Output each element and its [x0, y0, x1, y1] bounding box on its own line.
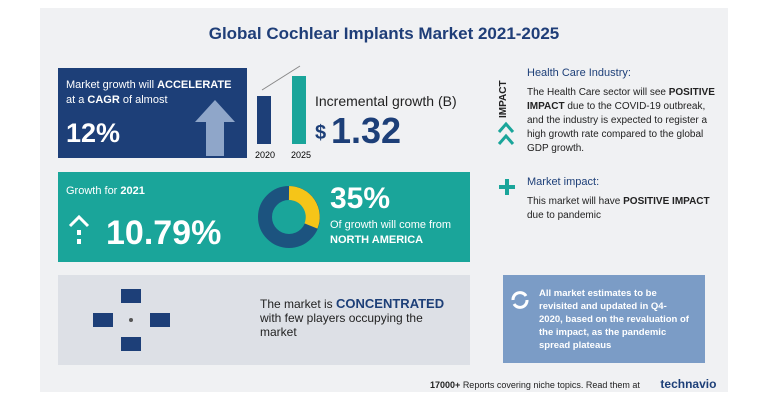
strong: CONCENTRATED [336, 296, 445, 311]
text: at a [66, 94, 85, 106]
text: The market is [260, 297, 333, 311]
currency: $ [315, 122, 327, 144]
plus-icon [499, 179, 515, 195]
strong: POSITIVE IMPACT [623, 196, 710, 207]
text: The Health Care sector will see [527, 87, 666, 98]
region-name: NORTH AMERICA [330, 234, 424, 246]
text: Growth for [66, 185, 118, 197]
incremental-label: Incremental growth (B) [315, 93, 457, 109]
concentration-text: The market is CONCENTRATED with few play… [260, 296, 460, 340]
text: with few players occupying the market [260, 311, 423, 339]
text: Market growth will [66, 79, 155, 91]
region-value: 35% [330, 182, 391, 215]
growth-value: 10.79% [106, 214, 222, 252]
note-box: All market estimates to be revisited and… [503, 275, 705, 363]
cagr-box: Market growth will ACCELERATE at a CAGR … [58, 68, 247, 158]
donut-icon [258, 186, 320, 248]
footer: 17000+ Reports covering niche topics. Re… [430, 377, 716, 391]
text: This market will have [527, 196, 621, 207]
footer-text: Reports covering niche topics. Read them… [462, 380, 640, 390]
cagr-text: Market growth will ACCELERATE at a CAGR … [66, 78, 246, 108]
refresh-icon [511, 291, 529, 309]
up-icon [68, 214, 90, 244]
impact-tag-wrap: IMPACT [498, 70, 512, 120]
bar-icon [257, 65, 306, 144]
cagr-value: 12% [66, 118, 121, 148]
impact-tag: IMPACT [498, 80, 509, 118]
chevron-icon [497, 121, 515, 145]
year: 2021 [120, 185, 145, 197]
region-text: Of growth will come from [330, 219, 452, 231]
note-text: All market estimates to be revisited and… [539, 288, 689, 351]
industry-title: Health Care Industry: [527, 67, 631, 79]
year-label: 2020 [255, 150, 276, 160]
text: due to pandemic [527, 210, 601, 221]
strong: CAGR [87, 94, 120, 106]
concentration-box: The market is CONCENTRATED with few play… [58, 275, 470, 365]
text: of almost [122, 94, 168, 106]
growth-label: Growth for 2021 [66, 184, 145, 199]
players-icon [93, 289, 170, 351]
industry-text: The Health Care sector will see POSITIVE… [527, 86, 722, 156]
market-title: Market impact: [527, 176, 600, 188]
footer-count: 17000+ [430, 380, 461, 390]
title: Global Cochlear Implants Market 2021-202… [208, 24, 560, 43]
brand: technavio [660, 377, 717, 391]
market-text: This market will have POSITIVE IMPACT du… [527, 195, 722, 223]
text: due to the COVID-19 outbreak, and the in… [527, 101, 708, 154]
growth-box: Growth for 2021 10.79% 35% Of growth wil… [58, 172, 470, 262]
strong: ACCELERATE [157, 79, 232, 91]
year-label: 2025 [291, 150, 312, 160]
strong: POSITIVE IMPACT [527, 87, 715, 112]
incremental-value: 1.32 [331, 110, 402, 151]
arrow-icon [195, 100, 235, 156]
